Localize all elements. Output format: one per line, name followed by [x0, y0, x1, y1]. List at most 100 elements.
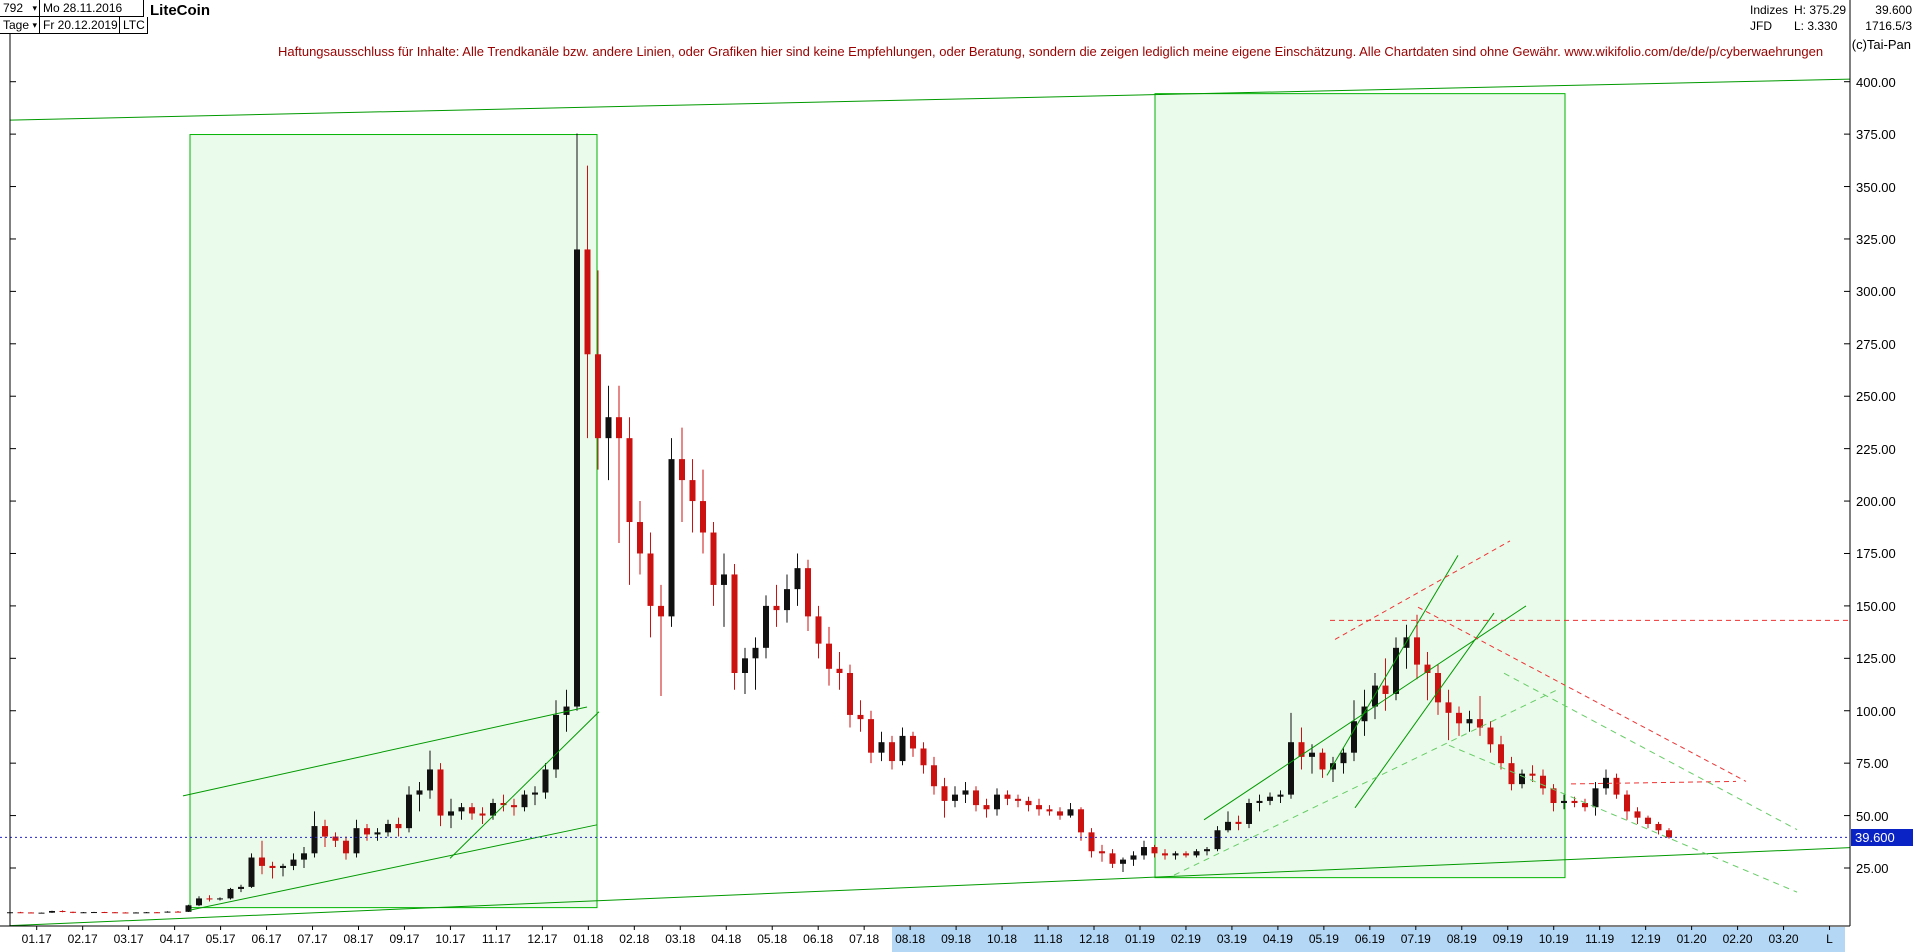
candle-body	[616, 417, 622, 439]
low-value: L: 3.330	[1794, 19, 1838, 33]
date-from-field[interactable]: Mo 28.11.2016	[40, 0, 144, 17]
x-axis-label: 12.18	[1078, 932, 1110, 946]
x-axis-label: 04.17	[159, 932, 190, 946]
candle-body	[700, 501, 706, 533]
disclaimer-text: Haftungsausschluss für Inhalte: Alle Tre…	[278, 44, 1824, 59]
candle-body	[185, 905, 192, 912]
x-axis-label: 10.18	[987, 932, 1018, 946]
candle-body	[1277, 794, 1284, 797]
candle-body	[469, 807, 475, 814]
candle-body	[710, 532, 717, 585]
candle-body	[122, 912, 129, 914]
y-axis-label: 325.00	[1856, 231, 1896, 247]
period-dropdown[interactable]: ▾ Tage	[0, 17, 40, 34]
candle-body	[1529, 773, 1536, 776]
candle-body	[511, 805, 517, 808]
candle-body	[952, 794, 958, 801]
candle-body	[164, 911, 171, 913]
candle-body	[1256, 800, 1263, 803]
y-axis-label: 150.00	[1856, 598, 1896, 614]
candle-body	[1550, 788, 1557, 803]
candle-body	[647, 553, 654, 606]
candle-body	[1361, 706, 1368, 722]
candle-body	[1288, 742, 1294, 795]
candle-body	[28, 912, 34, 914]
candle-body	[248, 857, 255, 887]
candle-body	[1235, 821, 1242, 824]
candle-body	[1172, 853, 1179, 856]
x-axis-label: 07.17	[297, 932, 328, 946]
candle-body	[1382, 685, 1389, 694]
candle-body	[868, 719, 874, 753]
falling-dashed-red	[1417, 606, 1747, 782]
candle-body	[1645, 817, 1651, 824]
candle-body	[259, 857, 265, 866]
candle-body	[1613, 777, 1620, 795]
candle-body	[1603, 777, 1609, 789]
x-axis-label: 11.17	[481, 932, 511, 946]
candle-body	[847, 672, 853, 715]
candle-body	[595, 354, 601, 439]
candle-body	[1225, 821, 1231, 831]
candle-body	[1246, 802, 1252, 824]
y-axis-label: 275.00	[1856, 336, 1896, 352]
candle-body	[1109, 853, 1116, 864]
x-axis-label: 03.19	[1216, 932, 1247, 946]
candle-body	[1498, 744, 1504, 764]
candle-body	[1414, 637, 1420, 665]
candle-body	[1267, 796, 1273, 801]
candle-body	[1151, 847, 1158, 854]
x-axis-label: 03.20	[1768, 932, 1799, 946]
x-axis-label: 01.17	[21, 932, 52, 946]
candle-body	[1046, 809, 1053, 812]
rising-dashed-red	[1334, 540, 1511, 640]
candle-body	[17, 912, 24, 914]
candle-body	[406, 794, 412, 829]
highlight-box-2017	[189, 134, 598, 909]
x-axis-label: 05.17	[205, 932, 236, 946]
candle-body	[1456, 712, 1462, 724]
down-channel-dashed-2	[1503, 672, 1798, 831]
candle-body	[1319, 752, 1326, 770]
candle-body	[668, 459, 675, 617]
candle-body	[343, 840, 349, 854]
candle-body	[206, 898, 213, 900]
candle-body	[605, 417, 612, 439]
candle-body	[679, 459, 685, 481]
candle-body	[269, 865, 276, 868]
x-axis-label: 12.19	[1630, 932, 1661, 946]
candle-body	[101, 912, 108, 914]
candle-body	[175, 911, 181, 913]
x-axis-label: 12.17	[527, 932, 558, 946]
x-axis-label: 02.19	[1170, 932, 1201, 946]
candle-body	[1130, 855, 1137, 860]
category-dropdown[interactable]: Indizes	[1750, 3, 1789, 17]
date-to-field[interactable]: Fr 20.12.2019	[40, 17, 120, 34]
candle-body	[542, 769, 549, 793]
candle-body	[364, 828, 370, 835]
candle-body	[1477, 719, 1483, 728]
candle-body	[112, 912, 118, 914]
instrument-title: LiteCoin	[150, 2, 210, 19]
bars-count-dropdown[interactable]: ▾ 792	[0, 0, 40, 17]
x-axis-label: 11.19	[1585, 932, 1615, 946]
candle-body	[584, 249, 591, 355]
candle-body	[763, 605, 769, 648]
candle-body	[311, 826, 318, 854]
symbol-label: LTC	[120, 17, 148, 34]
x-axis-label: 04.18	[711, 932, 742, 946]
candle-body	[721, 574, 727, 585]
candle-body	[742, 658, 748, 673]
candle-body	[784, 589, 790, 611]
candle-body	[59, 910, 66, 912]
x-axis-label: 02.17	[67, 932, 98, 946]
candle-body	[1466, 719, 1473, 724]
period-value: Tage	[3, 18, 30, 32]
candle-body	[416, 790, 423, 795]
candle-body	[689, 480, 696, 502]
candle-body	[962, 790, 969, 795]
y-axis-label: 200.00	[1856, 494, 1896, 510]
channel-2019-steep-1	[1326, 555, 1459, 776]
